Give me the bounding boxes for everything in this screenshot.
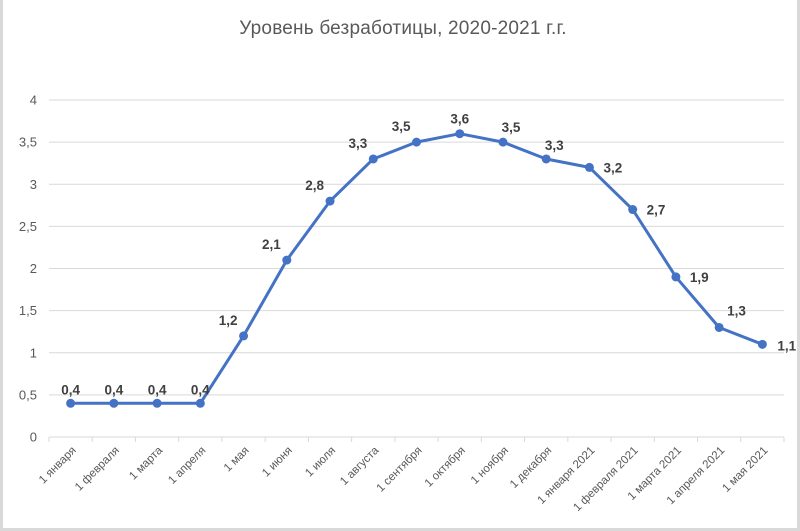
x-tick-label: 1 мая — [222, 445, 252, 475]
x-tick-label: 1 августа — [338, 444, 382, 488]
y-tick-label: 1,5 — [19, 303, 37, 318]
y-tick-label: 3,5 — [19, 135, 37, 150]
y-tick-label: 3 — [30, 177, 37, 192]
data-series — [66, 129, 767, 408]
data-point-marker — [541, 154, 551, 164]
data-label: 0,4 — [191, 382, 210, 397]
data-label: 0,4 — [104, 382, 123, 397]
gridlines — [49, 99, 784, 396]
x-tick-label: 1 октября — [423, 445, 468, 490]
data-point-marker — [239, 331, 249, 341]
data-label: 2,7 — [647, 203, 666, 218]
data-label: 3,3 — [348, 136, 367, 151]
data-point-marker — [455, 129, 465, 139]
chart-title: Уровень безработицы, 2020-2021 г.г. — [239, 18, 567, 39]
data-point-marker — [628, 205, 638, 215]
x-tick-label: 1 ноября — [469, 445, 511, 487]
data-point-marker — [195, 398, 205, 408]
data-point-marker — [584, 162, 594, 172]
data-label: 3,5 — [392, 119, 411, 134]
x-tick-label: 1 июня — [260, 445, 295, 480]
data-labels: 0,4 0,4 0,4 0,4 1,2 2,1 2,8 3,3 3,5 3,6 3,5 3,3 3,2 2… — [61, 112, 796, 398]
y-tick-label: 0,5 — [19, 387, 37, 402]
data-label: 0,4 — [148, 382, 167, 397]
data-label: 0,4 — [61, 382, 80, 397]
data-label: 3,2 — [603, 160, 622, 175]
data-label: 1,1 — [777, 338, 796, 353]
data-point-marker — [412, 137, 421, 147]
y-tick-label: 2 — [30, 261, 37, 276]
data-point-marker — [109, 398, 119, 408]
x-tick-label: 1 апреля — [166, 445, 208, 487]
data-label: 1,3 — [727, 303, 746, 318]
data-point-marker — [368, 154, 378, 164]
x-tick-label: 1 февраля — [73, 445, 122, 494]
data-label: 2,8 — [305, 178, 324, 193]
data-point-marker — [282, 255, 292, 265]
data-point-marker — [66, 398, 76, 408]
y-tick-label: 0 — [30, 430, 37, 445]
y-tick-label: 1 — [30, 345, 37, 360]
data-label: 2,1 — [262, 237, 281, 252]
data-label: 1,9 — [690, 270, 709, 285]
data-point-marker — [325, 196, 335, 206]
data-label: 1,2 — [219, 313, 238, 328]
x-tick-label: 1 декабря — [508, 445, 554, 491]
data-label: 3,5 — [502, 120, 521, 135]
y-tick-label: 2,5 — [19, 219, 37, 234]
y-tick-label: 4 — [30, 93, 37, 108]
x-tick-label: 1 марта — [127, 444, 165, 482]
y-axis: 0 0,5 1 1,5 2 2,5 3 3,5 4 — [19, 93, 37, 445]
x-tick-label: 1 сентября — [375, 445, 425, 495]
data-point-marker — [671, 272, 681, 282]
x-tick-label: 1 мая 2021 — [720, 445, 770, 495]
data-point-marker — [498, 137, 508, 147]
data-point-marker — [757, 339, 767, 349]
data-label: 3,6 — [450, 112, 469, 127]
x-tick-label: 1 января — [37, 445, 79, 487]
data-point-marker — [714, 322, 724, 332]
data-label: 3,3 — [545, 138, 564, 153]
x-tick-label: 1 июля — [303, 445, 338, 480]
data-point-marker — [152, 398, 162, 408]
